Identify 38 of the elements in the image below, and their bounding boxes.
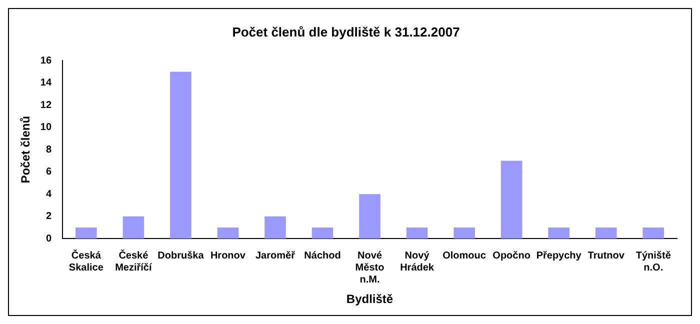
bar	[312, 227, 334, 239]
x-tick-label: Česká Skalice	[68, 249, 104, 274]
bar	[359, 194, 380, 239]
y-axis-title: Počet členů	[18, 116, 33, 184]
x-tick-label: Trutnov	[588, 250, 625, 262]
bar	[170, 72, 192, 239]
y-tick-label: 12	[40, 100, 52, 111]
y-tick-label: 8	[46, 144, 52, 156]
x-tick-label: Hronov	[210, 250, 246, 262]
bar	[595, 227, 617, 239]
y-tick-label: 2	[46, 211, 52, 222]
bar	[500, 160, 522, 239]
y-tick-label: 14	[40, 78, 52, 89]
bar	[642, 227, 664, 239]
x-tick-label: Nový Hrádek	[400, 250, 434, 274]
bar	[454, 227, 475, 239]
bar	[264, 216, 286, 239]
y-tick-label: 10	[40, 122, 52, 134]
chart-title: Počet členů dle bydliště k 31.12.2007	[232, 24, 460, 40]
x-tick-label: Olomouc	[442, 250, 486, 262]
bar	[406, 227, 428, 239]
x-tick-label: Nové Město n.M.	[355, 250, 384, 286]
bar	[548, 227, 570, 239]
y-tick-label: 0	[46, 233, 52, 244]
bar	[122, 216, 144, 239]
x-axis-title: Bydliště	[346, 292, 394, 306]
y-tick-label: 4	[46, 188, 52, 200]
x-tick-label: Dobruška	[158, 250, 204, 262]
y-tick-label: 16	[40, 55, 52, 66]
x-tick-label: Opočno	[492, 250, 530, 262]
x-tick-label: České Meziříčí	[115, 249, 153, 274]
bar	[76, 227, 97, 239]
y-tick-label: 6	[46, 166, 52, 178]
x-tick-label: Přepychy	[536, 250, 582, 262]
bar	[217, 227, 239, 239]
x-tick-label: Náchod	[304, 250, 341, 262]
x-tick-label: Týniště n.O.	[636, 250, 672, 274]
x-tick-label: Jaroměř	[255, 250, 296, 262]
